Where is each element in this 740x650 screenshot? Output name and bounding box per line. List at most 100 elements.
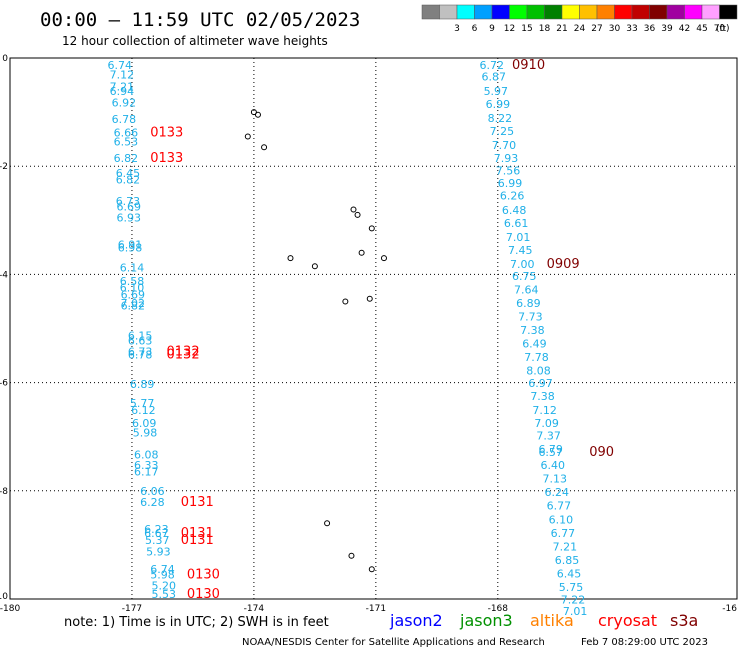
wave-height-value: 6.53 (114, 136, 139, 149)
legend-swatch (666, 4, 685, 20)
island-mark (311, 263, 318, 270)
wave-height-value: 6.99 (486, 98, 511, 111)
wave-height-value: 5.53 (151, 588, 176, 601)
lat-label: -6 (0, 379, 8, 389)
wave-height-value: 5.20 (151, 579, 176, 592)
wave-height-value: 6.45 (557, 567, 582, 580)
island-mark (354, 211, 361, 218)
wave-height-value: 6.69 (121, 289, 145, 302)
wave-height-value: 6.09 (132, 417, 157, 430)
wave-height-value: 7.01 (563, 605, 588, 618)
wave-height-value: 5.98 (150, 568, 175, 581)
lon-label: -174 (244, 604, 265, 614)
wave-height-value: 6.40 (540, 459, 565, 472)
island-mark (261, 144, 268, 151)
wave-height-value: 6.98 (118, 242, 143, 255)
legend-label: 33 (626, 24, 637, 34)
wave-height-value: 6.45 (116, 167, 141, 180)
legend-swatch (596, 4, 615, 20)
wave-height-value: 8.22 (488, 112, 513, 125)
wave-height-value: 6.78 (128, 348, 153, 361)
wave-height-value: 6.91 (118, 238, 143, 251)
island-mark (368, 225, 375, 232)
wave-height-value: 7.38 (530, 390, 555, 403)
legend-swatch (561, 4, 580, 20)
wave-height-value: 6.08 (134, 448, 159, 461)
wave-height-value: 6.94 (110, 85, 135, 98)
lon-label: -16 (722, 604, 737, 614)
pass-time-label: 0132 (167, 345, 200, 360)
wave-height-value: 6.82 (116, 174, 141, 187)
satellite-name: altika (530, 611, 574, 630)
legend-swatch (614, 4, 633, 20)
legend-swatch (631, 4, 650, 20)
legend-swatch (491, 4, 510, 20)
wave-height-value: 7.13 (543, 473, 568, 486)
wave-height-value: 7.37 (536, 429, 561, 442)
pass-time-label: 0132 (167, 347, 200, 362)
wave-height-value: 6.87 (482, 71, 507, 84)
legend-label: 24 (574, 24, 586, 34)
island-mark (380, 255, 387, 262)
legend-swatch (421, 4, 440, 20)
wave-height-value: 6.89 (516, 297, 541, 310)
wave-height-value: 7.73 (518, 310, 543, 323)
lat-label: -8 (0, 487, 8, 497)
legend-label: 9 (489, 24, 495, 34)
footer-note: note: 1) Time is in UTC; 2) SWH is in fe… (64, 615, 329, 630)
legend-label: 18 (539, 24, 551, 34)
pass-time-label: 0131 (181, 533, 214, 548)
wave-height-value: 7.56 (496, 164, 520, 177)
wave-height-legend: 3 6 9 12 15 18 21 24 27 30 33 36 39 42 45 70(ft) (421, 4, 738, 34)
island-mark (342, 298, 349, 305)
wave-height-value: 7.02 (121, 297, 145, 310)
island-mark (254, 111, 261, 118)
legend-swatch (544, 4, 563, 20)
island-mark (368, 566, 375, 573)
lat-label: -4 (0, 270, 8, 280)
wave-height-value: 6.77 (551, 527, 576, 540)
wave-height-value: 6.82 (121, 300, 145, 313)
wave-height-value: 6.28 (140, 496, 165, 509)
wave-height-value: 6.67 (144, 527, 169, 540)
wave-height-value: 6.10 (120, 282, 145, 295)
wave-height-value: 5.37 (145, 534, 170, 547)
wave-height-value: 6.23 (144, 523, 169, 536)
pass-time-label: 0133 (150, 151, 183, 166)
wave-height-value: 6.12 (131, 404, 156, 417)
wave-height-value: 6.78 (112, 113, 137, 126)
wave-height-value: 7.01 (506, 231, 531, 244)
legend-label: 30 (609, 24, 621, 34)
wave-height-value: 5.98 (133, 427, 158, 440)
lat-label: 0 (2, 54, 8, 64)
map-title: 00:00 — 11:59 UTC 02/05/2023 (40, 9, 360, 31)
wave-height-value: 6.74 (150, 563, 175, 576)
wave-height-value: 6.15 (128, 329, 153, 342)
wave-height-value: 6.66 (114, 126, 139, 139)
wave-height-value: 6.69 (117, 201, 141, 214)
legend-label: 42 (679, 24, 690, 34)
legend-label: 3 (454, 24, 460, 34)
wave-height-value: 6.48 (502, 204, 527, 217)
wave-height-value: 6.99 (498, 177, 523, 190)
pass-time-label: 0130 (187, 587, 220, 602)
satellite-name: cryosat (598, 611, 657, 630)
wave-height-value: 6.89 (130, 378, 155, 391)
legend-label: 70 (714, 24, 726, 34)
wave-height-value: 7.45 (508, 244, 533, 257)
wave-height-value: 7.38 (520, 324, 545, 337)
legend-label: 15 (521, 24, 532, 34)
island-mark (287, 255, 294, 262)
legend-swatch (719, 4, 738, 20)
satellite-name: jason2 (389, 611, 443, 630)
wave-height-value: 7.09 (534, 417, 559, 430)
wave-height-value: 6.61 (504, 217, 528, 230)
lon-label: -171 (366, 604, 386, 614)
wave-height-value: 8.08 (526, 364, 551, 377)
wave-height-value: 6.72 (480, 59, 505, 72)
wave-height-value: 5.97 (484, 85, 509, 98)
pass-time-label: 0909 (547, 257, 580, 272)
wave-height-value: 6.14 (120, 262, 145, 275)
island-mark (348, 552, 355, 559)
